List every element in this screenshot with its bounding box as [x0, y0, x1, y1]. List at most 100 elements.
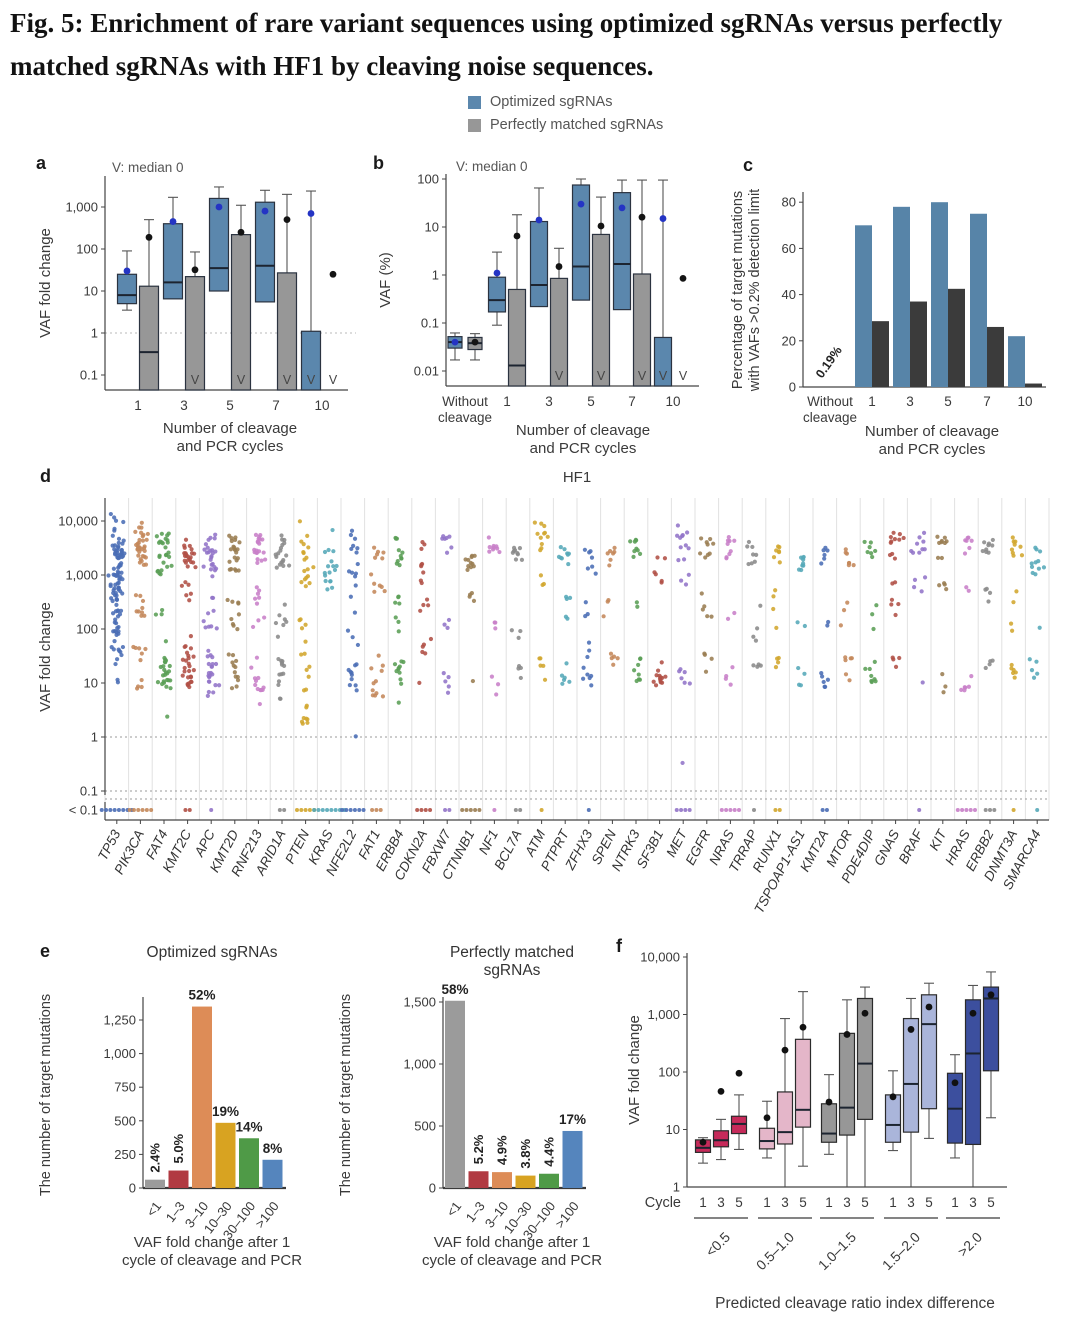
- svg-text:5.0%: 5.0%: [171, 1133, 186, 1163]
- svg-text:The number of target mutations: The number of target mutations: [38, 994, 54, 1196]
- panel-letter-a: a: [36, 153, 47, 173]
- panel-letter-f: f: [616, 936, 622, 956]
- svg-text:100: 100: [417, 172, 439, 187]
- figure-legend: Optimized sgRNAs Perfectly matched sgRNA…: [468, 94, 663, 140]
- panel-letter-e: e: [40, 941, 51, 961]
- svg-text:0.1: 0.1: [80, 784, 98, 799]
- svg-text:10,000: 10,000: [640, 950, 680, 965]
- svg-text:100: 100: [76, 622, 98, 637]
- svg-text:20: 20: [782, 333, 796, 348]
- svg-text:3: 3: [843, 1195, 851, 1210]
- figure-title: Fig. 5: Enrichment of rare variant seque…: [10, 8, 1003, 82]
- svg-text:Predicted cleavage ratio index: Predicted cleavage ratio index differenc…: [715, 1295, 995, 1312]
- svg-text:1,250: 1,250: [103, 1013, 136, 1028]
- svg-text:The number of target mutations: The number of target mutations: [338, 994, 354, 1196]
- svg-text:Without: Without: [442, 394, 488, 409]
- svg-text:V: V: [638, 369, 647, 383]
- svg-text:sgRNAs: sgRNAs: [484, 962, 541, 979]
- svg-text:1: 1: [91, 730, 98, 745]
- svg-text:Perfectly matched: Perfectly matched: [450, 944, 574, 961]
- svg-text:3: 3: [906, 394, 914, 409]
- svg-text:750: 750: [114, 1080, 136, 1095]
- svg-text:0.19%: 0.19%: [813, 344, 845, 381]
- svg-text:V: V: [307, 373, 316, 387]
- svg-text:HF1: HF1: [563, 469, 591, 486]
- svg-text:5: 5: [799, 1195, 807, 1210]
- svg-text:and PCR cycles: and PCR cycles: [879, 441, 986, 458]
- svg-text:4.4%: 4.4%: [542, 1137, 557, 1167]
- svg-text:3: 3: [545, 394, 553, 409]
- svg-text:VAF fold change: VAF fold change: [626, 1015, 643, 1125]
- svg-text:3.8%: 3.8%: [518, 1139, 533, 1169]
- svg-text:10: 10: [84, 676, 98, 691]
- svg-text:52%: 52%: [188, 988, 215, 1003]
- svg-text:7: 7: [628, 394, 636, 409]
- svg-text:<0.5: <0.5: [702, 1229, 733, 1260]
- svg-text:Number of cleavage: Number of cleavage: [516, 422, 650, 439]
- svg-text:>100: >100: [552, 1199, 582, 1231]
- svg-text:5: 5: [861, 1195, 869, 1210]
- svg-text:3: 3: [717, 1195, 725, 1210]
- svg-text:10: 10: [84, 284, 98, 299]
- svg-text:1,000: 1,000: [103, 1046, 136, 1061]
- svg-text:V: V: [237, 373, 246, 387]
- svg-text:2.4%: 2.4%: [148, 1143, 163, 1173]
- svg-text:14%: 14%: [235, 1119, 262, 1134]
- svg-text:4.9%: 4.9%: [495, 1135, 510, 1165]
- svg-text:5: 5: [587, 394, 595, 409]
- legend-label-optimized: Optimized sgRNAs: [490, 94, 613, 110]
- svg-text:1.5–2.0: 1.5–2.0: [879, 1229, 923, 1273]
- svg-text:V: median 0: V: median 0: [456, 159, 528, 174]
- panel-b-chart: 100 10 1 0.1 0.01 V: median 0 VAF (%) Withoutcl…: [377, 159, 699, 457]
- svg-text:0: 0: [129, 1181, 136, 1196]
- svg-text:5: 5: [987, 1195, 995, 1210]
- svg-text:1: 1: [673, 1180, 680, 1195]
- panel-d-chart: 10,000 1,000 100 10 1 0.1 < 0.1 HF1 VAF fold cha…: [37, 469, 1050, 916]
- svg-text:3: 3: [180, 398, 188, 413]
- svg-text:17%: 17%: [559, 1112, 586, 1127]
- svg-text:1: 1: [825, 1195, 833, 1210]
- svg-text:cycle of cleavage and PCR: cycle of cleavage and PCR: [422, 1252, 602, 1269]
- panel-letter-c: c: [743, 155, 754, 175]
- svg-text:1,000: 1,000: [65, 568, 98, 583]
- panel-d: 10,000 1,000 100 10 1 0.1 < 0.1 HF1 VAF fold cha…: [30, 462, 1080, 934]
- svg-text:1: 1: [91, 326, 98, 341]
- svg-text:and PCR cycles: and PCR cycles: [177, 438, 284, 455]
- svg-text:40: 40: [782, 287, 796, 302]
- svg-text:V: V: [329, 373, 338, 387]
- svg-text:0.1: 0.1: [421, 316, 439, 331]
- svg-text:with VAFs >0.2% detection limi: with VAFs >0.2% detection limit: [747, 189, 763, 392]
- svg-text:V: V: [283, 373, 292, 387]
- svg-text:60: 60: [782, 241, 796, 256]
- svg-text:Optimized sgRNAs: Optimized sgRNAs: [147, 944, 278, 961]
- svg-text:BRAF: BRAF: [896, 827, 927, 866]
- svg-text:V: V: [191, 373, 200, 387]
- svg-text:1: 1: [432, 268, 439, 283]
- svg-text:VAF (%): VAF (%): [377, 252, 394, 308]
- svg-text:10: 10: [666, 1122, 680, 1137]
- svg-text:7: 7: [983, 394, 991, 409]
- svg-text:>2.0: >2.0: [954, 1229, 985, 1260]
- svg-text:10: 10: [425, 220, 439, 235]
- svg-text:5: 5: [944, 394, 952, 409]
- svg-text:100: 100: [658, 1065, 680, 1080]
- svg-text:1: 1: [951, 1195, 959, 1210]
- svg-text:10: 10: [1017, 394, 1032, 409]
- svg-text:cleavage: cleavage: [803, 410, 857, 425]
- svg-text:0.5–1.0: 0.5–1.0: [753, 1229, 797, 1273]
- svg-text:8%: 8%: [263, 1141, 283, 1156]
- svg-text:KIT: KIT: [926, 826, 950, 853]
- svg-text:1.0–1.5: 1.0–1.5: [815, 1229, 859, 1273]
- legend-label-matched: Perfectly matched sgRNAs: [490, 117, 664, 133]
- svg-text:5.2%: 5.2%: [471, 1134, 486, 1164]
- svg-text:VAF fold change after 1: VAF fold change after 1: [434, 1234, 590, 1251]
- svg-text:Cycle: Cycle: [645, 1195, 681, 1211]
- svg-text:5: 5: [735, 1195, 743, 1210]
- svg-text:1: 1: [699, 1195, 707, 1210]
- svg-text:3: 3: [907, 1195, 915, 1210]
- panel-e-right: 0 500 1,000 1,500 Perfectly matched sgRNAs The…: [330, 944, 640, 1295]
- svg-text:>100: >100: [252, 1199, 282, 1231]
- svg-text:0.01: 0.01: [414, 364, 439, 379]
